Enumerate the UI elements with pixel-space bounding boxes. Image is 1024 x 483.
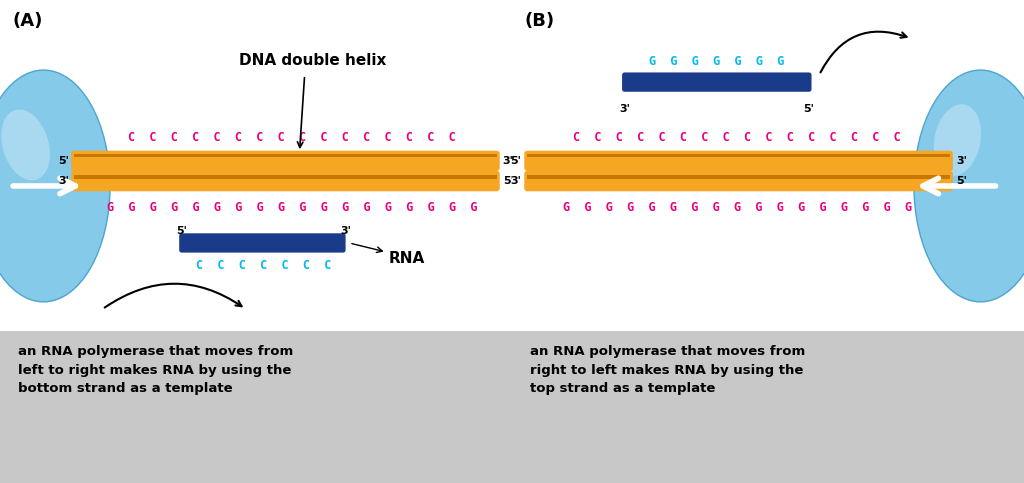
FancyBboxPatch shape: [512, 0, 1024, 331]
Text: 3': 3': [956, 156, 968, 166]
Text: 3': 3': [620, 104, 630, 114]
Ellipse shape: [914, 70, 1024, 302]
Text: C  C  C  C  C  C  C  C  C  C  C  C  C  C  C  C: C C C C C C C C C C C C C C C C: [128, 131, 456, 144]
FancyBboxPatch shape: [623, 72, 811, 92]
FancyBboxPatch shape: [524, 151, 952, 171]
Text: (B): (B): [524, 12, 555, 30]
Text: G  G  G  G  G  G  G  G  G  G  G  G  G  G  G  G  G  G: G G G G G G G G G G G G G G G G G G: [106, 201, 477, 214]
Text: 3': 3': [58, 176, 70, 186]
Text: 3': 3': [340, 226, 351, 236]
FancyBboxPatch shape: [527, 175, 950, 179]
FancyBboxPatch shape: [527, 154, 950, 157]
Ellipse shape: [934, 104, 981, 176]
Text: (A): (A): [12, 12, 43, 30]
Text: C  C  C  C  C  C  C: C C C C C C C: [196, 259, 332, 272]
Text: G  G  G  G  G  G  G: G G G G G G G: [649, 55, 784, 68]
FancyBboxPatch shape: [524, 171, 952, 191]
FancyBboxPatch shape: [179, 233, 346, 253]
FancyBboxPatch shape: [512, 331, 1024, 483]
Text: 5': 5': [58, 156, 70, 166]
FancyBboxPatch shape: [0, 331, 512, 483]
Text: 5': 5': [503, 176, 514, 186]
FancyBboxPatch shape: [74, 175, 497, 179]
Text: 5': 5': [804, 104, 814, 114]
Text: 5': 5': [510, 156, 521, 166]
Text: G  G  G  G  G  G  G  G  G  G  G  G  G  G  G  G  G: G G G G G G G G G G G G G G G G G: [563, 201, 911, 214]
FancyBboxPatch shape: [71, 171, 500, 191]
Text: 3': 3': [510, 176, 521, 186]
Text: 3': 3': [503, 156, 514, 166]
FancyBboxPatch shape: [71, 151, 500, 171]
Ellipse shape: [1, 110, 50, 180]
Text: an RNA polymerase that moves from
left to right makes RNA by using the
bottom st: an RNA polymerase that moves from left t…: [17, 345, 293, 396]
Text: RNA: RNA: [389, 251, 425, 266]
Text: DNA double helix: DNA double helix: [239, 53, 386, 68]
Text: an RNA polymerase that moves from
right to left makes RNA by using the
top stran: an RNA polymerase that moves from right …: [530, 345, 805, 396]
Text: 5': 5': [176, 226, 187, 236]
Text: C  C  C  C  C  C  C  C  C  C  C  C  C  C  C  C: C C C C C C C C C C C C C C C C: [573, 131, 901, 144]
Ellipse shape: [0, 70, 111, 302]
FancyBboxPatch shape: [0, 0, 512, 331]
Text: 5': 5': [956, 176, 968, 186]
FancyBboxPatch shape: [74, 154, 497, 157]
